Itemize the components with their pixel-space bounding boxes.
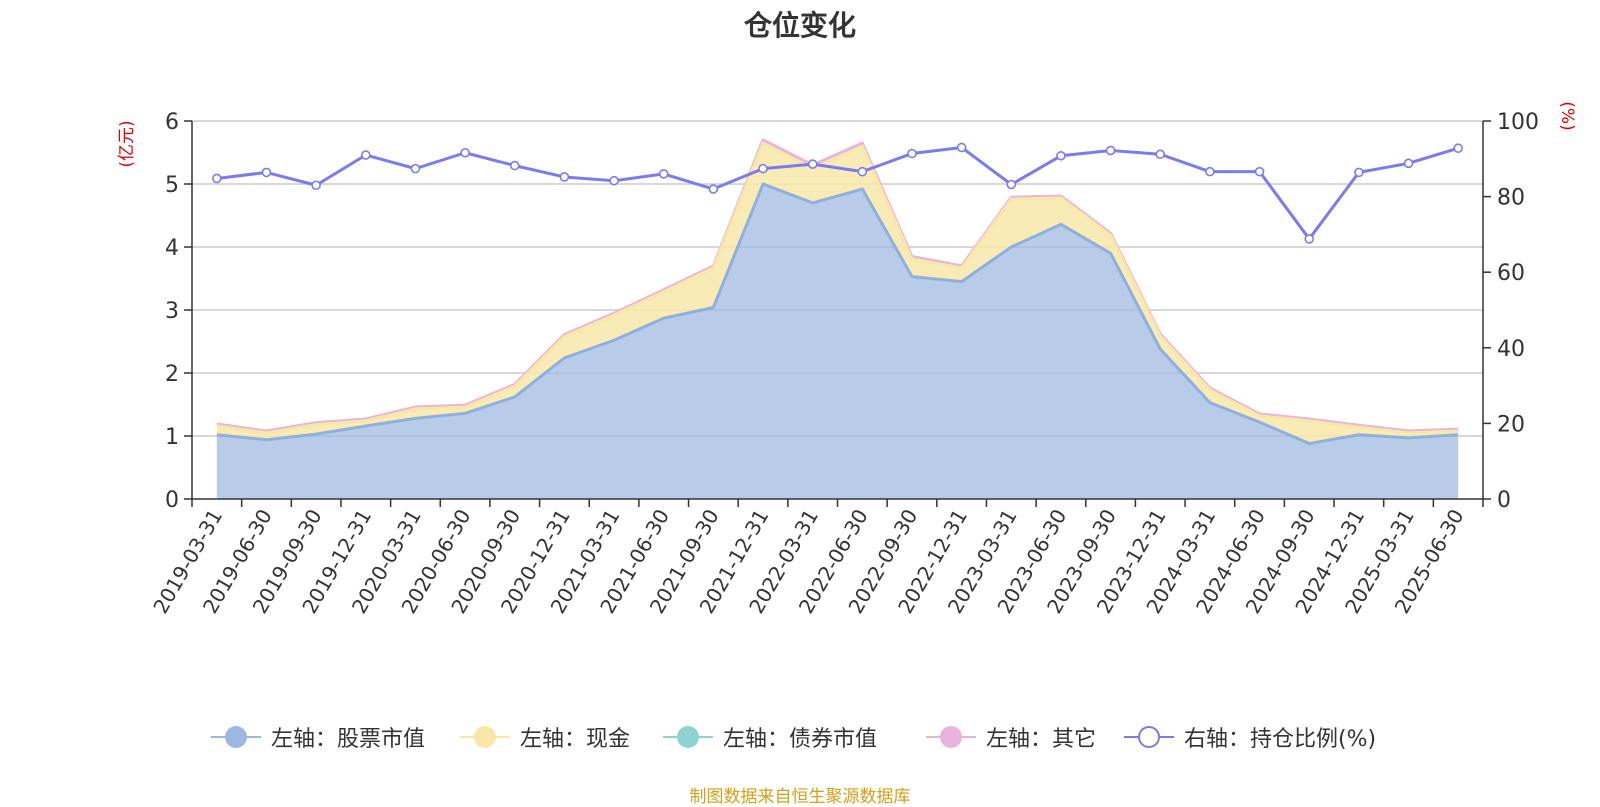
ratio-point [212, 173, 222, 184]
legend-item[interactable]: 左轴：股票市值 [211, 722, 425, 752]
ratio-point [658, 169, 669, 179]
ratio-line-series [212, 142, 1463, 244]
left-tick-label: 0 [165, 488, 179, 513]
ratio-point [1105, 145, 1116, 156]
ratio-point [1205, 166, 1215, 177]
right-axis-unit: (%) [1557, 101, 1577, 130]
left-tick-label: 3 [165, 299, 179, 324]
legend-swatch [663, 722, 713, 752]
source-note: 制图数据来自恒生聚源数据库 [689, 787, 911, 807]
legend-swatch [460, 722, 510, 752]
legend-item[interactable]: 右轴：持仓比例(%) [1124, 722, 1376, 752]
legend-label: 左轴：现金 [520, 727, 631, 752]
ratio-point [708, 184, 719, 194]
right-tick-label: 100 [1497, 110, 1539, 135]
legend-swatch [1124, 722, 1174, 752]
ratio-point [360, 150, 371, 160]
left-tick-label: 2 [165, 362, 179, 387]
legend-label: 左轴：债券市值 [723, 727, 878, 752]
ratio-point [807, 159, 818, 169]
ratio-point [956, 142, 967, 153]
ratio-point [311, 180, 321, 191]
ratio-point [1403, 158, 1414, 169]
ratio-point [1155, 149, 1166, 160]
right-tick-label: 40 [1497, 337, 1525, 362]
ratio-point [1056, 150, 1066, 161]
ratio-point [559, 172, 570, 182]
area-edge-3 [216, 138, 1459, 433]
chart-title: 仓位变化 [743, 9, 856, 42]
left-tick-label: 5 [165, 173, 179, 198]
legend-swatch [926, 722, 976, 752]
area-edge-0 [216, 182, 1459, 446]
left-tick-label: 6 [165, 110, 179, 135]
right-tick-label: 0 [1497, 488, 1511, 513]
ratio-point [1453, 143, 1463, 154]
legend-label: 左轴：其它 [986, 727, 1097, 752]
right-tick-label: 60 [1497, 261, 1525, 286]
ratio-point [261, 167, 272, 178]
right-tick-label: 20 [1497, 412, 1525, 437]
legend-swatch [211, 722, 261, 752]
legend-label: 左轴：股票市值 [271, 727, 426, 752]
area-0 [216, 184, 1459, 499]
ratio-point [1006, 179, 1017, 190]
legend-label: 右轴：持仓比例(%) [1184, 727, 1377, 752]
legend-item[interactable]: 左轴：其它 [926, 722, 1096, 752]
right-tick-label: 80 [1497, 186, 1525, 211]
ratio-point [509, 160, 520, 171]
legend-item[interactable]: 左轴：现金 [460, 722, 630, 752]
legend: 左轴：股票市值 左轴：现金 左轴：债券市值 左轴：其它 右轴：持仓比例(%) [0, 722, 1600, 752]
ratio-point [758, 163, 768, 174]
left-tick-label: 4 [165, 236, 179, 261]
ratio-point [857, 166, 868, 177]
area-series [216, 138, 1459, 499]
ratio-point [460, 147, 470, 158]
area-edge-1 [216, 141, 1459, 435]
ratio-point [907, 148, 917, 159]
left-axis-unit: (亿元) [117, 120, 137, 167]
ratio-point [410, 163, 421, 174]
legend-item[interactable]: 左轴：债券市值 [663, 722, 877, 752]
ratio-point [1354, 167, 1364, 178]
ratio-point [1304, 234, 1315, 244]
ratio-point [1254, 166, 1265, 177]
ratio-point [609, 175, 619, 186]
left-tick-label: 1 [165, 425, 179, 450]
ratio-line [216, 145, 1459, 241]
